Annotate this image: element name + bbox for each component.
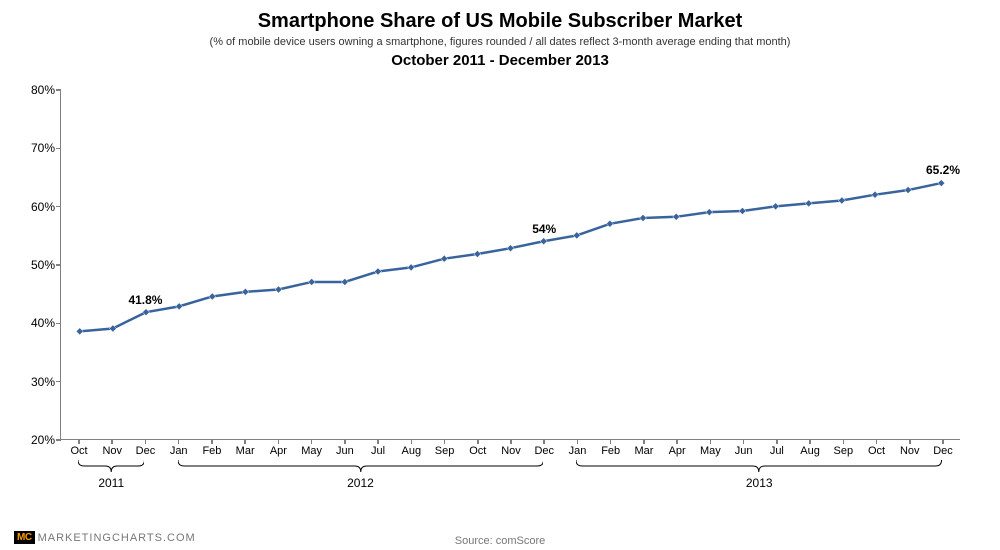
data-marker bbox=[838, 197, 845, 204]
data-marker bbox=[308, 278, 315, 285]
data-marker bbox=[275, 286, 282, 293]
x-tick-mark bbox=[909, 439, 911, 444]
source-text: Source: comScore bbox=[0, 535, 1000, 547]
x-tick-mark bbox=[377, 439, 379, 444]
x-tick-mark bbox=[743, 439, 745, 444]
data-marker bbox=[573, 232, 580, 239]
year-label: 2013 bbox=[746, 476, 773, 490]
data-marker bbox=[772, 203, 779, 210]
data-callout: 41.8% bbox=[128, 293, 162, 307]
x-tick-mark bbox=[211, 439, 213, 444]
x-tick-mark bbox=[311, 439, 313, 444]
data-marker bbox=[673, 213, 680, 220]
chart-figure: Smartphone Share of US Mobile Subscriber… bbox=[0, 0, 1000, 550]
x-tick-mark bbox=[543, 439, 545, 444]
data-marker bbox=[176, 303, 183, 310]
y-tick-mark bbox=[56, 439, 61, 441]
y-tick-mark bbox=[56, 206, 61, 208]
x-tick-mark bbox=[643, 439, 645, 444]
x-tick-mark bbox=[111, 439, 113, 444]
year-brackets: 2011 2012 2013 bbox=[60, 460, 960, 500]
data-marker bbox=[706, 209, 713, 216]
x-tick-mark bbox=[145, 439, 147, 444]
data-marker bbox=[540, 238, 547, 245]
x-tick-mark bbox=[577, 439, 579, 444]
y-tick-mark bbox=[56, 264, 61, 266]
x-tick-mark bbox=[610, 439, 612, 444]
y-tick-mark bbox=[56, 323, 61, 325]
data-marker bbox=[441, 255, 448, 262]
y-tick-mark bbox=[56, 148, 61, 150]
titles-block: Smartphone Share of US Mobile Subscriber… bbox=[0, 10, 1000, 69]
year-bracket bbox=[178, 460, 544, 474]
x-tick-mark bbox=[78, 439, 80, 444]
data-marker bbox=[938, 180, 945, 187]
data-marker bbox=[640, 214, 647, 221]
data-marker bbox=[739, 207, 746, 214]
x-tick-mark bbox=[710, 439, 712, 444]
x-tick-mark bbox=[809, 439, 811, 444]
x-tick-mark bbox=[676, 439, 678, 444]
y-tick-mark bbox=[56, 89, 61, 91]
plot-area: 20%30%40%50%60%70%80%OctNovDecJanFebMarA… bbox=[60, 90, 960, 440]
x-tick-mark bbox=[876, 439, 878, 444]
data-marker bbox=[905, 187, 912, 194]
data-callout: 65.2% bbox=[926, 163, 960, 177]
x-tick-mark bbox=[411, 439, 413, 444]
data-marker bbox=[408, 264, 415, 271]
line-path bbox=[80, 183, 942, 331]
x-tick-mark bbox=[178, 439, 180, 444]
data-marker bbox=[242, 288, 249, 295]
data-marker bbox=[606, 220, 613, 227]
x-tick-mark bbox=[344, 439, 346, 444]
data-marker bbox=[76, 328, 83, 335]
data-marker bbox=[507, 245, 514, 252]
year-label: 2011 bbox=[98, 476, 124, 490]
year-bracket bbox=[78, 460, 144, 474]
y-tick-mark bbox=[56, 381, 61, 383]
year-bracket bbox=[576, 460, 942, 474]
data-marker bbox=[341, 278, 348, 285]
chart-footer: MC MARKETINGCHARTS.COM Source: comScore bbox=[0, 526, 1000, 550]
data-marker bbox=[805, 200, 812, 207]
year-label: 2012 bbox=[347, 476, 374, 490]
data-marker bbox=[209, 293, 216, 300]
data-marker bbox=[872, 191, 879, 198]
chart-subtitle: (% of mobile device users owning a smart… bbox=[0, 36, 1000, 48]
data-marker bbox=[374, 268, 381, 275]
data-marker bbox=[474, 251, 481, 258]
chart-title: Smartphone Share of US Mobile Subscriber… bbox=[0, 10, 1000, 33]
x-tick-mark bbox=[843, 439, 845, 444]
x-tick-mark bbox=[477, 439, 479, 444]
x-tick-mark bbox=[776, 439, 778, 444]
x-tick-mark bbox=[444, 439, 446, 444]
chart-date-range: October 2011 - December 2013 bbox=[0, 52, 1000, 69]
line-series-svg bbox=[61, 90, 960, 439]
data-callout: 54% bbox=[532, 222, 556, 236]
x-tick-mark bbox=[244, 439, 246, 444]
x-tick-mark bbox=[278, 439, 280, 444]
x-tick-mark bbox=[510, 439, 512, 444]
x-tick-mark bbox=[942, 439, 944, 444]
